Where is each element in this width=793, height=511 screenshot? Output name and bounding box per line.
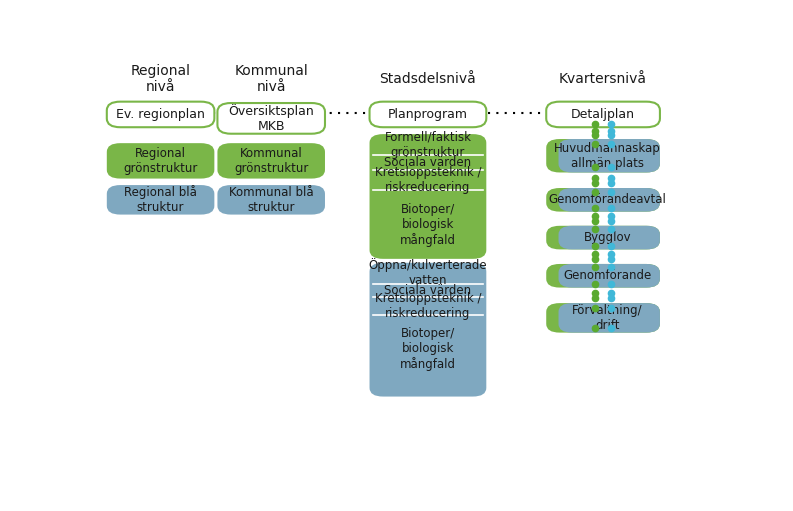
Text: Detaljplan: Detaljplan xyxy=(571,108,635,121)
FancyBboxPatch shape xyxy=(217,143,325,178)
Text: Kretsloppsteknik /
riskreducering: Kretsloppsteknik / riskreducering xyxy=(374,166,481,194)
Text: Biotoper/
biologisk
mångfald: Biotoper/ biologisk mångfald xyxy=(400,327,456,371)
FancyBboxPatch shape xyxy=(546,139,660,173)
FancyBboxPatch shape xyxy=(546,303,660,333)
Text: Kommunal
nivå: Kommunal nivå xyxy=(234,64,308,94)
FancyBboxPatch shape xyxy=(370,263,486,397)
FancyBboxPatch shape xyxy=(546,264,660,288)
Text: Bygglov: Bygglov xyxy=(584,231,631,244)
FancyBboxPatch shape xyxy=(546,102,660,127)
FancyBboxPatch shape xyxy=(546,188,660,212)
Text: Stadsdelsnivå: Stadsdelsnivå xyxy=(380,72,477,86)
FancyBboxPatch shape xyxy=(217,103,325,134)
FancyBboxPatch shape xyxy=(558,226,660,249)
FancyBboxPatch shape xyxy=(217,185,325,215)
Text: Regional blå
struktur: Regional blå struktur xyxy=(125,185,197,214)
Text: Ev. regionplan: Ev. regionplan xyxy=(116,108,205,121)
Text: Kommunal blå
struktur: Kommunal blå struktur xyxy=(229,186,313,214)
FancyBboxPatch shape xyxy=(370,102,486,127)
Text: Genomförandeavtal: Genomförandeavtal xyxy=(549,193,667,206)
FancyBboxPatch shape xyxy=(107,143,214,178)
Text: Översiktsplan
MKB: Översiktsplan MKB xyxy=(228,104,314,133)
FancyBboxPatch shape xyxy=(558,303,660,333)
Text: Regional
nivå: Regional nivå xyxy=(131,64,190,94)
FancyBboxPatch shape xyxy=(370,134,486,259)
Text: Sociala värden: Sociala värden xyxy=(385,156,472,169)
Text: Öppna/kulverterade
vatten: Öppna/kulverterade vatten xyxy=(369,259,487,288)
Text: Genomförande: Genomförande xyxy=(564,269,652,282)
Text: Planprogram: Planprogram xyxy=(388,108,468,121)
FancyBboxPatch shape xyxy=(558,264,660,288)
Text: Formell/faktisk
grönstruktur: Formell/faktisk grönstruktur xyxy=(385,131,471,159)
Text: Regional
grönstruktur: Regional grönstruktur xyxy=(124,147,197,175)
FancyBboxPatch shape xyxy=(107,102,214,127)
FancyBboxPatch shape xyxy=(558,139,660,173)
Text: Kvartersnivå: Kvartersnivå xyxy=(559,72,647,86)
Text: Kommunal
grönstruktur: Kommunal grönstruktur xyxy=(234,147,308,175)
Text: Huvudmannaskap
allmän plats: Huvudmannaskap allmän plats xyxy=(554,142,661,170)
FancyBboxPatch shape xyxy=(107,185,214,215)
Text: Kretsloppsteknik /
riskreducering: Kretsloppsteknik / riskreducering xyxy=(374,292,481,320)
Text: Sociala värden: Sociala värden xyxy=(385,284,472,297)
FancyBboxPatch shape xyxy=(558,188,660,212)
Text: Biotoper/
biologisk
mångfald: Biotoper/ biologisk mångfald xyxy=(400,202,456,247)
FancyBboxPatch shape xyxy=(546,226,660,249)
Text: Förvaltning/
drift: Förvaltning/ drift xyxy=(573,304,643,332)
